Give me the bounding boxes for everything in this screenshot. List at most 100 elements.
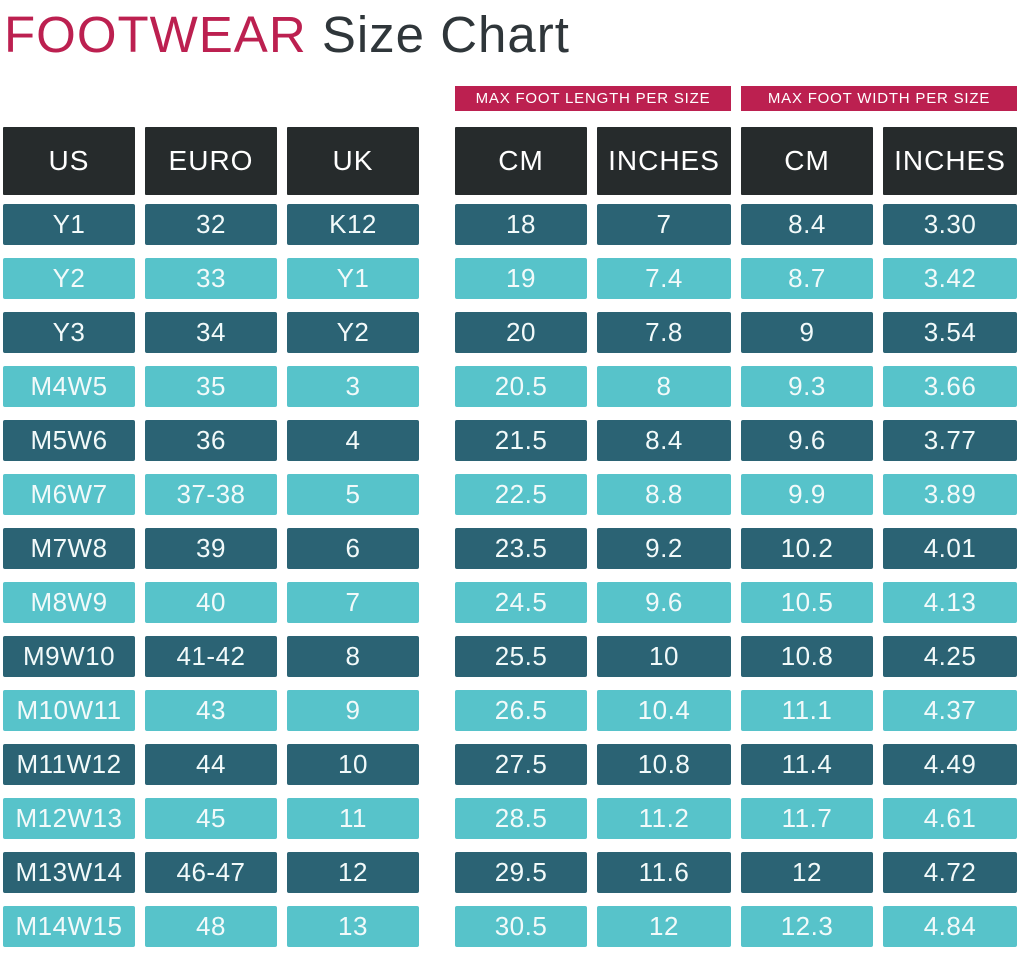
table-cell: 46-47 xyxy=(145,852,277,894)
table-cell: 8.4 xyxy=(741,204,873,246)
table-cell: 3.77 xyxy=(883,420,1017,462)
table-cell: 4.13 xyxy=(883,582,1017,624)
table-cell: 4.01 xyxy=(883,528,1017,570)
page-title-highlight: FOOTWEAR xyxy=(4,6,307,63)
table-cell: 25.5 xyxy=(455,636,587,678)
table-cell: 3.54 xyxy=(883,312,1017,354)
table-cell: 4 xyxy=(287,420,419,462)
table-cell: M8W9 xyxy=(3,582,135,624)
table-cell: M6W7 xyxy=(3,474,135,516)
page-title-rest: Size Chart xyxy=(306,6,570,63)
table-cell: 32 xyxy=(145,204,277,246)
table-cell: 29.5 xyxy=(455,852,587,894)
table-cell: 43 xyxy=(145,690,277,732)
table-cell: 12 xyxy=(287,852,419,894)
table-cell: M13W14 xyxy=(3,852,135,894)
table-cell: M14W15 xyxy=(3,906,135,948)
table-cell: 12 xyxy=(741,852,873,894)
table-cell: 12 xyxy=(597,906,731,948)
table-cell: 10.8 xyxy=(741,636,873,678)
table-cell: Y3 xyxy=(3,312,135,354)
table-cell: 8.7 xyxy=(741,258,873,300)
banner-max-foot-width: MAX FOOT WIDTH PER SIZE xyxy=(741,86,1017,112)
table-cell: Y2 xyxy=(287,312,419,354)
table-cell: 11.4 xyxy=(741,744,873,786)
table-cell: 12.3 xyxy=(741,906,873,948)
size-table-body: Y1 32 K12 18 7 8.4 3.30 Y2 33 Y1 19 7.4 8.7 3.42 Y3 34 Y… xyxy=(3,204,1024,948)
table-cell: 3.42 xyxy=(883,258,1017,300)
table-cell: M5W6 xyxy=(3,420,135,462)
table-cell: 4.72 xyxy=(883,852,1017,894)
table-cell: 21.5 xyxy=(455,420,587,462)
table-cell: 9.6 xyxy=(741,420,873,462)
table-cell: M9W10 xyxy=(3,636,135,678)
table-cell: 4.37 xyxy=(883,690,1017,732)
table-cell: 4.49 xyxy=(883,744,1017,786)
table-cell: M11W12 xyxy=(3,744,135,786)
table-cell: 9.6 xyxy=(597,582,731,624)
table-cell: 20 xyxy=(455,312,587,354)
table-cell: 11.2 xyxy=(597,798,731,840)
table-cell: 7.8 xyxy=(597,312,731,354)
table-cell: 10.5 xyxy=(741,582,873,624)
table-cell: 30.5 xyxy=(455,906,587,948)
table-cell: 10.4 xyxy=(597,690,731,732)
table-cell: 6 xyxy=(287,528,419,570)
table-cell: 39 xyxy=(145,528,277,570)
column-header-euro: EURO xyxy=(145,127,277,196)
table-cell: 26.5 xyxy=(455,690,587,732)
table-cell: 33 xyxy=(145,258,277,300)
table-cell: 48 xyxy=(145,906,277,948)
table-cell: 37-38 xyxy=(145,474,277,516)
table-cell: 3.89 xyxy=(883,474,1017,516)
column-header-uk: UK xyxy=(287,127,419,196)
table-cell: 4.84 xyxy=(883,906,1017,948)
table-cell: 7 xyxy=(287,582,419,624)
table-cell: 34 xyxy=(145,312,277,354)
table-cell: 9 xyxy=(741,312,873,354)
table-header-row: US EURO UK CM INCHES CM INCHES xyxy=(3,127,1024,196)
page-title: FOOTWEAR Size Chart xyxy=(4,6,1024,63)
table-cell: 23.5 xyxy=(455,528,587,570)
table-cell: 24.5 xyxy=(455,582,587,624)
table-cell: 8 xyxy=(597,366,731,408)
table-cell: 19 xyxy=(455,258,587,300)
table-cell: 36 xyxy=(145,420,277,462)
table-cell: 45 xyxy=(145,798,277,840)
table-cell: 20.5 xyxy=(455,366,587,408)
table-cell: Y1 xyxy=(3,204,135,246)
column-header-length-cm: CM xyxy=(455,127,587,196)
table-cell: 9.9 xyxy=(741,474,873,516)
table-cell: 22.5 xyxy=(455,474,587,516)
column-header-width-inches: INCHES xyxy=(883,127,1017,196)
table-cell: M12W13 xyxy=(3,798,135,840)
table-cell: 8 xyxy=(287,636,419,678)
table-cell: 10 xyxy=(597,636,731,678)
table-cell: 3 xyxy=(287,366,419,408)
table-cell: 28.5 xyxy=(455,798,587,840)
table-cell: 35 xyxy=(145,366,277,408)
table-cell: 10 xyxy=(287,744,419,786)
table-cell: 10.8 xyxy=(597,744,731,786)
column-header-us: US xyxy=(3,127,135,196)
table-cell: K12 xyxy=(287,204,419,246)
table-cell: 8.4 xyxy=(597,420,731,462)
table-cell: 11 xyxy=(287,798,419,840)
table-cell: 4.61 xyxy=(883,798,1017,840)
table-cell: 5 xyxy=(287,474,419,516)
table-cell: 9 xyxy=(287,690,419,732)
table-cell: 13 xyxy=(287,906,419,948)
group-banner-row: MAX FOOT LENGTH PER SIZE MAX FOOT WIDTH … xyxy=(3,86,1024,112)
table-cell: 10.2 xyxy=(741,528,873,570)
table-cell: 11.7 xyxy=(741,798,873,840)
banner-max-foot-length: MAX FOOT LENGTH PER SIZE xyxy=(455,86,731,112)
table-cell: 41-42 xyxy=(145,636,277,678)
table-cell: 8.8 xyxy=(597,474,731,516)
table-cell: 18 xyxy=(455,204,587,246)
column-header-width-cm: CM xyxy=(741,127,873,196)
table-cell: 3.66 xyxy=(883,366,1017,408)
table-cell: 3.30 xyxy=(883,204,1017,246)
table-cell: M4W5 xyxy=(3,366,135,408)
table-cell: Y1 xyxy=(287,258,419,300)
